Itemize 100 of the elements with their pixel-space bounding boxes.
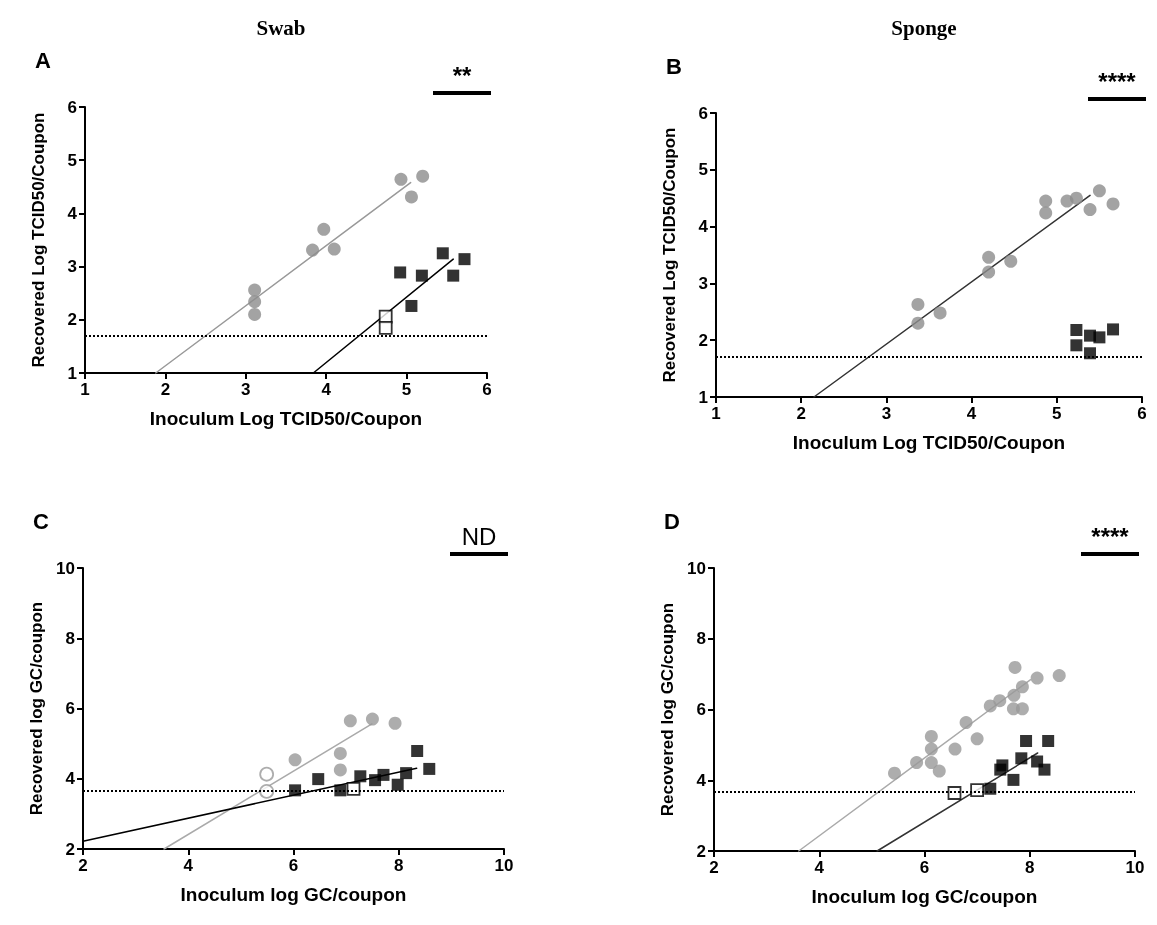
point (411, 745, 424, 757)
x-axis-title: Inoculum log GC/coupon (180, 884, 407, 905)
y-tick-label: 10 (687, 558, 706, 578)
x-tick-label: 5 (1052, 404, 1062, 423)
point (458, 253, 471, 266)
point (248, 307, 262, 321)
point (1092, 184, 1106, 198)
y-tick-label: 10 (56, 558, 75, 578)
point (1015, 680, 1029, 694)
point (317, 222, 331, 236)
point (391, 778, 404, 791)
point (248, 295, 262, 309)
x-tick-label: 1 (80, 380, 90, 399)
point (982, 265, 996, 279)
point (1084, 347, 1097, 360)
point (394, 266, 407, 279)
point (924, 742, 938, 756)
point (312, 773, 325, 786)
point (1083, 203, 1097, 217)
y-tick-label: 2 (67, 310, 77, 330)
y-tick-label: 4 (67, 203, 78, 223)
x-tick-label: 6 (919, 858, 930, 877)
y-tick-label: 2 (65, 839, 75, 859)
point (404, 190, 418, 204)
x-tick-label: 8 (394, 856, 404, 875)
text: D (664, 508, 680, 534)
x-axis-title: Inoculum Log TCID50/Coupon (149, 408, 423, 429)
point (1015, 752, 1028, 765)
point (405, 299, 418, 312)
point (447, 269, 460, 282)
x-tick-label: 4 (183, 856, 194, 875)
point (377, 768, 390, 781)
x-tick-label: 4 (814, 858, 825, 877)
point (1008, 660, 1022, 674)
point (996, 759, 1009, 772)
point (1042, 734, 1055, 747)
text: B (666, 53, 682, 79)
point (354, 770, 367, 783)
point (400, 767, 413, 780)
x-tick-label: 10 (1125, 858, 1145, 877)
point (984, 782, 997, 795)
point (248, 283, 262, 297)
y-tick-label: 6 (65, 699, 75, 718)
y-tick-label: 1 (67, 363, 77, 383)
point (1070, 339, 1083, 352)
point (1039, 206, 1053, 220)
text: C (33, 508, 49, 534)
point (436, 247, 449, 260)
x-tick-label: 1 (711, 404, 721, 423)
point (948, 742, 962, 756)
y-axis-title: Recovered Log TCID50/Coupon (29, 112, 48, 368)
point (343, 714, 357, 728)
text: **** (1098, 67, 1137, 95)
point (327, 242, 341, 256)
chart-title: Swab (256, 15, 306, 40)
y-tick-label: 2 (696, 841, 706, 861)
point (1030, 671, 1044, 685)
point (378, 320, 393, 335)
point (259, 766, 275, 782)
x-tick-label: 6 (288, 856, 299, 875)
point (1069, 191, 1083, 205)
text: ND (461, 522, 497, 550)
x-tick-label: 2 (160, 380, 171, 399)
x-axis-title: Inoculum log GC/coupon (811, 886, 1038, 907)
x-tick-label: 8 (1025, 858, 1035, 877)
point (1093, 331, 1106, 344)
x-tick-label: 10 (494, 856, 514, 875)
x-tick-label: 6 (482, 380, 492, 399)
point (1039, 194, 1053, 208)
point (1015, 702, 1029, 716)
point (947, 786, 962, 800)
point (346, 782, 361, 796)
x-tick-label: 6 (1137, 404, 1147, 423)
x-tick-label: 5 (401, 380, 412, 399)
point (888, 766, 901, 780)
point (910, 756, 924, 770)
point (982, 250, 996, 264)
y-axis-title: Recovered Log TCID50/Coupon (660, 127, 679, 383)
point (983, 699, 997, 713)
chart-title: Sponge (891, 15, 957, 40)
point (970, 732, 984, 746)
point (1004, 254, 1018, 268)
y-tick-label: 6 (696, 700, 706, 719)
point (924, 729, 938, 743)
point (306, 243, 320, 257)
point (394, 172, 408, 186)
y-axis-title: Recovered log GC/coupon (658, 602, 677, 817)
point (970, 783, 985, 798)
point (415, 269, 428, 282)
y-tick-label: 3 (698, 273, 708, 293)
y-tick-label: 8 (65, 628, 75, 648)
y-tick-label: 6 (67, 97, 77, 117)
x-axis-title: Inoculum Log TCID50/Coupon (792, 432, 1066, 453)
point (388, 716, 402, 730)
point (333, 746, 347, 760)
point (365, 712, 379, 726)
point (933, 306, 947, 320)
x-tick-label: 3 (241, 380, 251, 399)
point (924, 756, 938, 770)
y-tick-label: 5 (698, 160, 708, 180)
